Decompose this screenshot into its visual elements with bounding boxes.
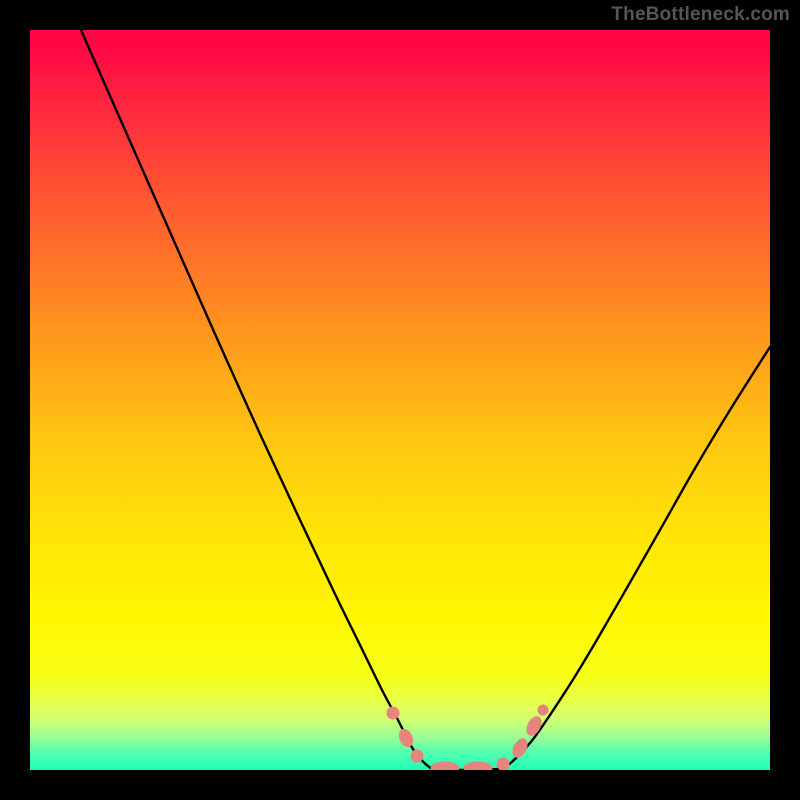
- bottleneck-curve-chart: [0, 0, 800, 800]
- curve-marker: [411, 750, 423, 762]
- watermark-text: TheBottleneck.com: [611, 4, 790, 26]
- curve-marker: [497, 758, 509, 770]
- plot-area: [30, 30, 770, 770]
- curve-marker: [387, 707, 399, 719]
- chart-stage: TheBottleneck.com: [0, 0, 800, 800]
- curve-marker: [538, 705, 548, 715]
